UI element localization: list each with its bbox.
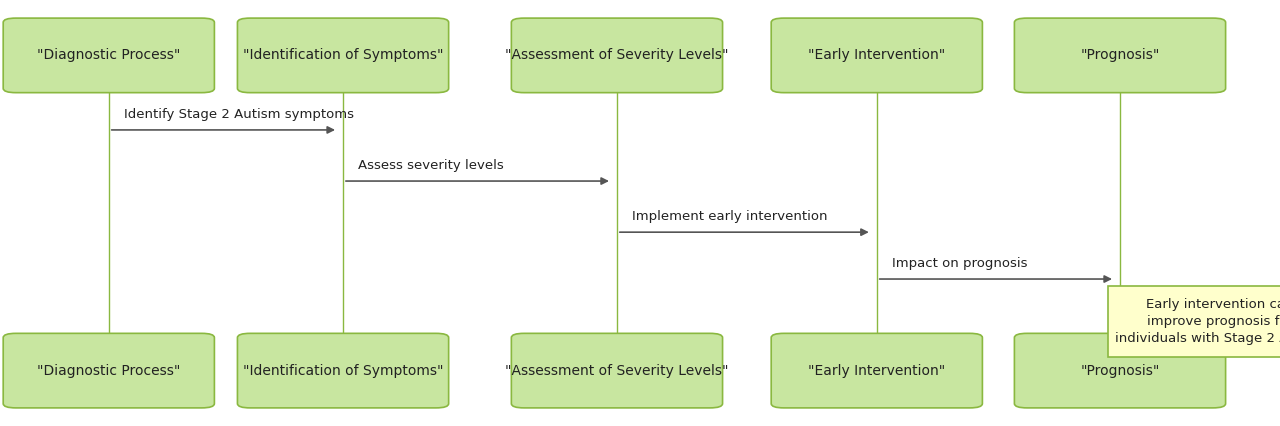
Text: Early intervention can
improve prognosis for
individuals with Stage 2 Autism: Early intervention can improve prognosis… <box>1115 298 1280 345</box>
FancyBboxPatch shape <box>511 333 722 408</box>
Text: Implement early intervention: Implement early intervention <box>632 210 828 223</box>
Text: "Early Intervention": "Early Intervention" <box>808 49 946 62</box>
Text: "Assessment of Severity Levels": "Assessment of Severity Levels" <box>506 49 728 62</box>
FancyBboxPatch shape <box>238 18 449 93</box>
Text: "Identification of Symptoms": "Identification of Symptoms" <box>243 364 443 377</box>
Text: "Early Intervention": "Early Intervention" <box>808 364 946 377</box>
FancyBboxPatch shape <box>771 18 983 93</box>
Text: "Assessment of Severity Levels": "Assessment of Severity Levels" <box>506 364 728 377</box>
Text: "Prognosis": "Prognosis" <box>1080 49 1160 62</box>
Text: "Diagnostic Process": "Diagnostic Process" <box>37 364 180 377</box>
FancyBboxPatch shape <box>238 333 449 408</box>
FancyBboxPatch shape <box>4 333 214 408</box>
FancyBboxPatch shape <box>771 333 983 408</box>
Text: Identify Stage 2 Autism symptoms: Identify Stage 2 Autism symptoms <box>124 107 355 121</box>
Text: "Identification of Symptoms": "Identification of Symptoms" <box>243 49 443 62</box>
Text: "Diagnostic Process": "Diagnostic Process" <box>37 49 180 62</box>
FancyBboxPatch shape <box>1014 18 1226 93</box>
FancyBboxPatch shape <box>1107 286 1280 357</box>
FancyBboxPatch shape <box>511 18 722 93</box>
Text: Impact on prognosis: Impact on prognosis <box>892 256 1028 270</box>
FancyBboxPatch shape <box>1014 333 1226 408</box>
Text: Assess severity levels: Assess severity levels <box>358 158 504 172</box>
Text: "Prognosis": "Prognosis" <box>1080 364 1160 377</box>
FancyBboxPatch shape <box>4 18 214 93</box>
